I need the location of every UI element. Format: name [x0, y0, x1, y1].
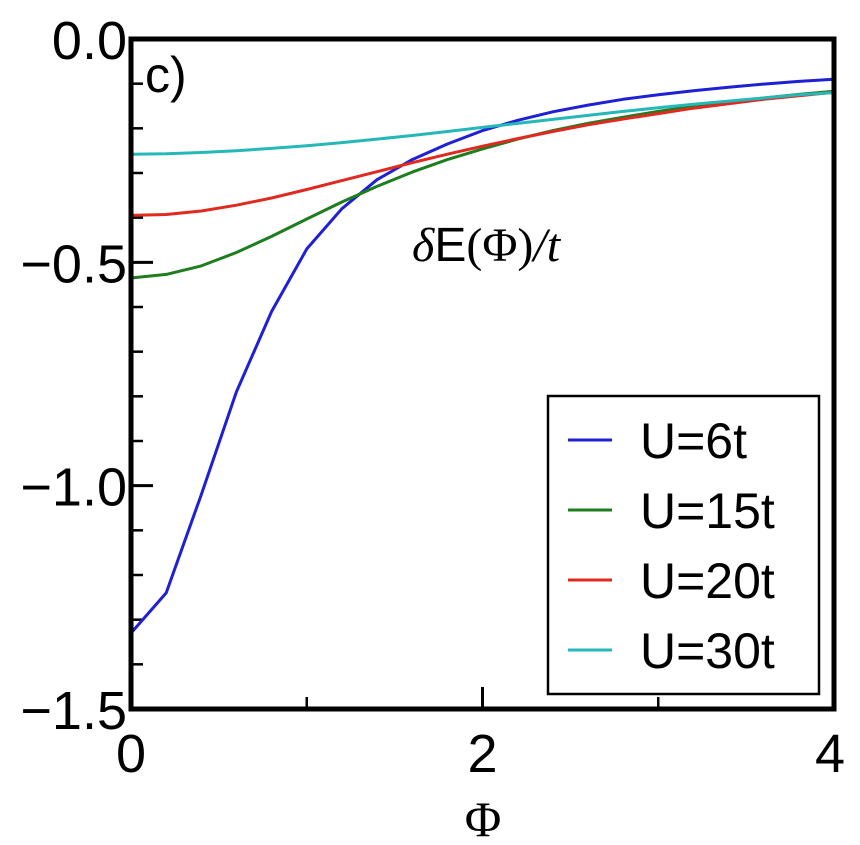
legend-label: U=15t	[640, 483, 775, 539]
x-tick-label: 0	[116, 724, 146, 784]
legend-box	[546, 394, 821, 696]
tick-labels: 0.0 −0.5 −1.0 −1.50 2 4	[20, 11, 845, 784]
y-tick-label: −0.5	[20, 234, 127, 294]
y-tick-label: 0.0	[52, 11, 127, 71]
x-tick-label: 4	[815, 724, 845, 784]
plot-frame	[128, 36, 837, 712]
x-axis-label: Φ	[465, 791, 502, 845]
y-tick-label: −1.0	[20, 458, 127, 518]
series-line-u-30t	[130, 91, 835, 156]
series-layer	[129, 77, 835, 635]
legend-label: U=30t	[640, 623, 775, 679]
annotation: δE(Φ)/t	[412, 219, 562, 272]
legend-label: U=20t	[640, 553, 775, 609]
series-line-u-6t	[129, 77, 835, 635]
panel-label: c)	[145, 47, 187, 103]
legend-label: U=6t	[640, 413, 747, 469]
x-tick-label: 2	[467, 724, 497, 784]
series-line-u-20t	[130, 90, 835, 217]
y-tick-label: −1.5	[20, 681, 127, 741]
legend: U=6t U=15t U=20t U=30t	[546, 394, 821, 696]
